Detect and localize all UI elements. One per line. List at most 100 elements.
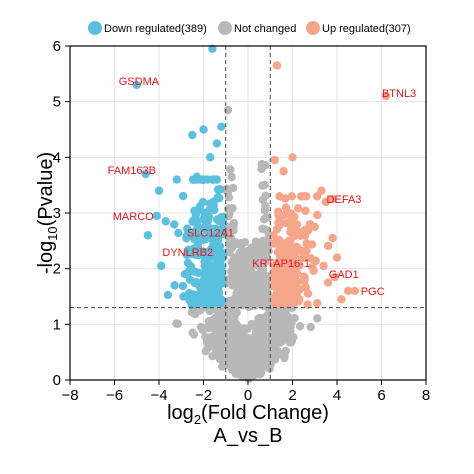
data-point: [261, 191, 270, 200]
data-point: [187, 300, 196, 309]
data-point: [227, 172, 236, 182]
chart-subtitle: A_vs_B: [214, 425, 283, 447]
data-point: [274, 257, 283, 267]
data-point: [306, 322, 315, 332]
data-point: [187, 308, 197, 317]
gene-label: GSDMA: [119, 76, 160, 88]
data-point: [199, 175, 209, 184]
data-point: [141, 169, 150, 179]
y-tick-label: 2: [53, 261, 61, 278]
data-point: [225, 327, 234, 337]
data-point: [328, 233, 337, 243]
data-point: [257, 159, 266, 169]
data-point: [208, 44, 217, 53]
data-point: [301, 206, 310, 216]
data-point: [232, 320, 241, 329]
data-point: [215, 262, 224, 272]
data-point: [247, 363, 257, 372]
data-point: [319, 261, 328, 271]
data-point: [192, 228, 202, 237]
data-point: [311, 256, 320, 266]
data-point: [271, 341, 280, 351]
data-point: [223, 105, 233, 115]
legend-swatch-up: [306, 21, 320, 35]
data-point: [172, 175, 181, 184]
data-point: [233, 252, 243, 262]
data-point: [212, 139, 222, 148]
data-point: [215, 354, 225, 364]
data-point: [281, 203, 291, 212]
data-point: [205, 153, 215, 162]
data-point: [293, 204, 303, 213]
data-point: [270, 155, 279, 165]
data-point: [195, 306, 205, 315]
data-point: [232, 274, 242, 283]
data-point: [157, 261, 166, 271]
data-point: [301, 282, 310, 291]
data-point: [251, 292, 260, 301]
data-point: [264, 321, 274, 330]
data-point: [179, 292, 188, 301]
data-point: [258, 181, 267, 190]
data-point: [208, 351, 217, 361]
data-point: [261, 201, 270, 211]
y-tick-label: 4: [53, 149, 61, 166]
data-point: [309, 266, 318, 275]
data-point: [282, 218, 291, 228]
data-point: [276, 299, 285, 309]
data-point: [223, 204, 233, 214]
data-point: [292, 279, 301, 288]
y-tick-label: 0: [53, 372, 61, 389]
gene-label: KRTAP16-1: [252, 258, 310, 270]
data-point: [132, 80, 141, 90]
gene-label: BTNL3: [382, 88, 416, 100]
data-point: [174, 228, 183, 238]
data-point: [188, 217, 197, 226]
data-point: [323, 241, 333, 251]
gene-label: GAD1: [329, 269, 359, 281]
data-point: [292, 289, 301, 298]
data-point: [313, 314, 322, 323]
data-point: [225, 313, 234, 323]
data-point: [263, 348, 273, 357]
data-point: [254, 342, 264, 351]
legend-label-down: Down regulated(389): [104, 23, 207, 35]
data-point: [173, 319, 183, 329]
svg-text:log2(Fold Change): log2(Fold Change): [167, 402, 329, 427]
data-point: [253, 279, 262, 289]
data-point: [212, 255, 222, 265]
data-point: [343, 286, 353, 296]
data-point: [274, 210, 283, 219]
gene-label: DEFA3: [327, 194, 362, 206]
data-point: [279, 271, 288, 281]
data-point: [278, 240, 288, 250]
data-point: [161, 217, 170, 226]
legend-label-nc: Not changed: [234, 23, 296, 35]
data-point: [253, 319, 262, 328]
data-point: [204, 321, 214, 330]
data-point: [300, 231, 310, 240]
data-point: [275, 192, 284, 201]
data-point: [170, 281, 179, 290]
data-point: [246, 264, 256, 274]
data-point: [290, 225, 300, 234]
x-tick-label: −2: [195, 387, 212, 404]
data-point: [227, 268, 237, 278]
data-point: [192, 172, 202, 182]
data-point: [143, 231, 153, 240]
data-point: [285, 334, 294, 344]
data-point: [275, 290, 285, 300]
data-point: [231, 295, 240, 304]
data-point: [195, 236, 205, 245]
data-point: [213, 283, 222, 292]
y-tick-label: 6: [53, 38, 61, 55]
data-point: [199, 125, 208, 134]
data-point: [261, 275, 270, 285]
data-point: [215, 336, 224, 346]
data-point: [185, 275, 195, 285]
data-point: [154, 186, 164, 195]
data-point: [238, 291, 247, 300]
data-point: [269, 231, 278, 240]
data-point: [224, 355, 234, 364]
